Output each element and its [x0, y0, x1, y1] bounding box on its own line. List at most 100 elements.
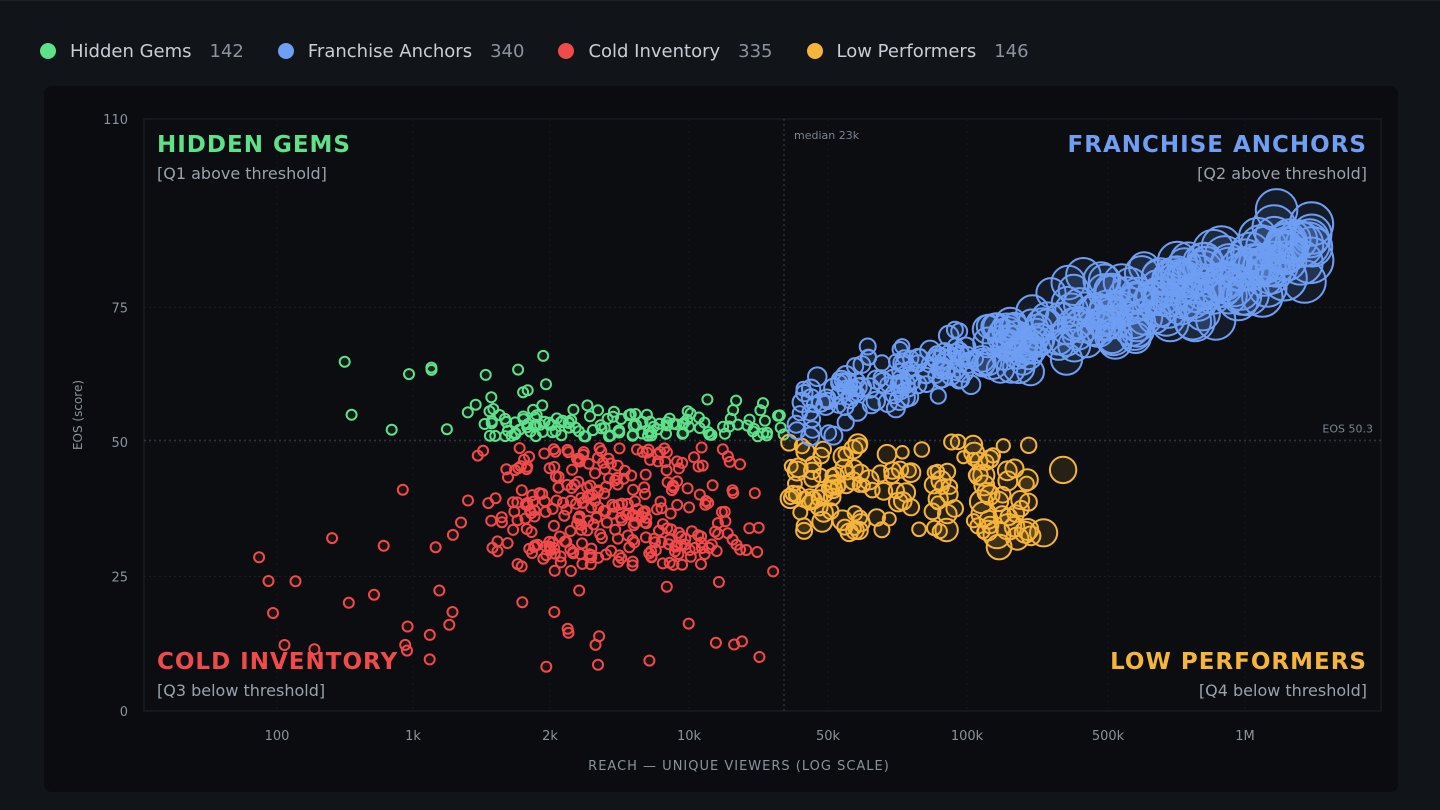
cold-inventory-point	[692, 529, 705, 542]
cold-inventory-point	[567, 547, 579, 560]
cold-inventory-point	[683, 501, 696, 514]
franchise-anchors-point	[1018, 337, 1047, 365]
franchise-anchors-point	[1030, 301, 1065, 337]
cold-inventory-point	[688, 451, 700, 464]
cold-inventory-point	[658, 442, 671, 455]
cold-inventory-point	[495, 516, 508, 529]
cold-inventory-point	[645, 545, 658, 558]
cold-inventory-point	[593, 442, 606, 455]
cold-inventory-point	[663, 556, 676, 569]
low-performers-point	[881, 511, 897, 527]
cold-inventory-point	[726, 484, 739, 497]
cold-inventory-point	[561, 443, 574, 456]
low-performers-point	[784, 484, 802, 502]
quadrant-subtitle-hidden: [Q1 above threshold]	[157, 164, 327, 183]
low-performers-point	[1016, 468, 1039, 492]
franchise-anchors-point	[929, 387, 947, 405]
hidden-gems-point	[748, 422, 760, 435]
low-performers-point	[984, 447, 1002, 464]
low-performers-point	[1048, 455, 1078, 485]
cold-inventory-point	[695, 441, 708, 454]
low-performers-point	[795, 521, 814, 540]
low-performers-point	[814, 440, 833, 459]
legend-count: 335	[738, 40, 773, 62]
franchise-anchors-point	[835, 397, 855, 417]
low-performers-point	[867, 508, 887, 527]
franchise-anchors-point	[865, 390, 886, 412]
cold-inventory-point	[552, 470, 565, 483]
cold-inventory-point	[572, 512, 585, 525]
cold-inventory-point	[377, 539, 390, 552]
hidden-gems-point	[385, 423, 398, 436]
cold-inventory-point	[716, 443, 729, 456]
cold-inventory-point	[548, 606, 561, 618]
low-performers-point	[913, 441, 931, 458]
hidden-gems-point	[425, 363, 438, 376]
franchise-anchors-point	[811, 392, 831, 413]
cold-inventory-point	[539, 505, 552, 518]
cold-inventory-point	[609, 523, 622, 536]
cold-inventory-point	[718, 505, 731, 518]
low-performers-point	[923, 502, 942, 521]
hidden-gems-point	[499, 412, 511, 425]
cold-inventory-point	[711, 517, 724, 530]
hidden-gems-point	[703, 428, 716, 441]
cold-inventory-point	[547, 519, 560, 532]
cold-inventory-point	[253, 551, 266, 564]
legend-label: Hidden Gems	[70, 40, 192, 62]
cold-inventory-point	[326, 532, 339, 545]
x-tick-label: 10k	[677, 729, 702, 744]
low-performers-point	[995, 438, 1011, 454]
cold-inventory-point	[549, 445, 562, 458]
threshold-label: EOS 50.3	[1322, 422, 1373, 435]
franchise-anchors-point	[985, 354, 1016, 384]
franchise-anchors-point	[833, 372, 851, 389]
cold-inventory-point	[589, 638, 602, 651]
legend-item-franchise-anchors[interactable]: Franchise Anchors 340	[277, 41, 524, 62]
legend-item-low-performers[interactable]: Low Performers 146	[806, 40, 1029, 62]
low-performers-point	[968, 465, 989, 486]
cold-inventory-point	[639, 531, 652, 544]
legend-label: Low Performers	[836, 40, 977, 62]
cold-inventory-point	[743, 522, 756, 535]
cold-inventory-point	[667, 481, 680, 494]
cold-inventory-point	[627, 483, 640, 496]
low-performers-point	[982, 520, 1012, 550]
hidden-gems-point	[403, 368, 415, 381]
low-performers-point	[836, 475, 856, 495]
cold-inventory-point	[513, 442, 526, 455]
legend-dot-hidden-gems	[40, 43, 56, 59]
cold-inventory-point	[489, 492, 502, 505]
franchise-anchors-point	[820, 424, 838, 442]
franchise-anchors-point	[841, 388, 860, 406]
legend-item-cold-inventory[interactable]: Cold Inventory 335	[558, 40, 773, 62]
x-tick-label: 2k	[542, 729, 558, 744]
cold-inventory-point	[703, 541, 716, 554]
hidden-gems-point	[521, 384, 534, 397]
cold-inventory-point	[631, 443, 643, 456]
hidden-gems-point	[754, 404, 767, 417]
hidden-gems-point	[758, 414, 771, 427]
hidden-gems-point	[701, 393, 714, 406]
cold-inventory-point	[564, 494, 577, 507]
cold-inventory-point	[736, 635, 748, 648]
cold-inventory-point	[564, 565, 577, 577]
hidden-gems-point	[676, 427, 689, 440]
cold-inventory-point	[342, 596, 355, 609]
low-performers-point	[934, 517, 959, 543]
low-performers-point	[883, 461, 902, 480]
franchise-anchors-point	[1084, 307, 1116, 338]
hidden-gems-point	[461, 406, 474, 419]
legend-item-hidden-gems[interactable]: Hidden Gems 142	[40, 41, 244, 62]
low-performers-point	[858, 469, 880, 491]
cold-inventory-point	[653, 524, 665, 537]
cold-inventory-point	[672, 548, 685, 560]
franchise-anchors-point	[1262, 226, 1309, 273]
hidden-gems-point	[681, 405, 694, 418]
franchise-anchors-point	[891, 362, 909, 380]
cold-inventory-point	[696, 459, 709, 472]
cold-inventory-point	[540, 660, 553, 673]
cold-inventory-point	[600, 480, 612, 493]
cold-inventory-point	[546, 536, 559, 549]
hidden-gems-point	[581, 399, 594, 412]
